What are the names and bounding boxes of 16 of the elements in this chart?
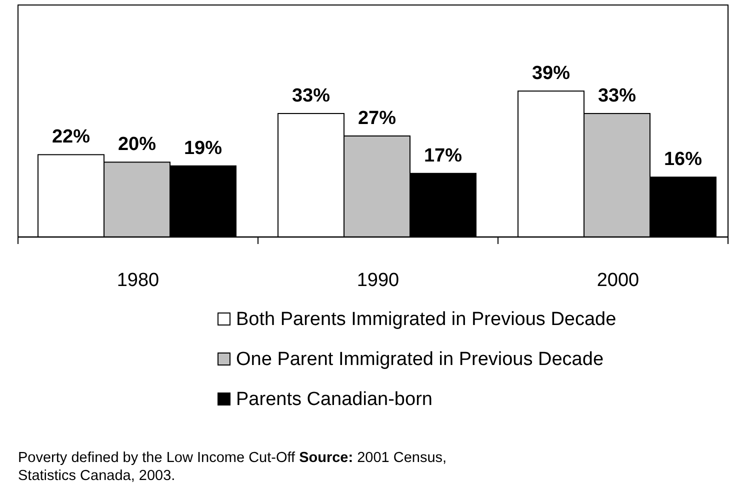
legend-label: Parents Canadian-born: [236, 389, 432, 410]
data-label: 22%: [52, 126, 90, 148]
text: Poverty defined by the Low Income Cut-Off Source: 2001 Census, Statistics Canada, 2003.: [18, 450, 447, 483]
x-tick-label: 2000: [596, 270, 640, 291]
data-label: 33%: [292, 86, 330, 107]
data-label: 33%: [598, 86, 636, 107]
legend-label: One Parent Immigrated in Previous Decade: [236, 349, 604, 370]
data-label: 19%: [184, 138, 222, 159]
legend-label: Both Parents Immigrated in Previous Decade: [236, 309, 616, 330]
data-label: 16%: [664, 149, 702, 170]
data-label: 20%: [118, 134, 156, 156]
x-tick-label: 1980: [116, 270, 160, 291]
data-label: 17%: [424, 145, 462, 166]
data-label: 27%: [358, 108, 396, 129]
x-tick-label: 1990: [356, 270, 400, 291]
data-label: 39%: [532, 63, 570, 84]
